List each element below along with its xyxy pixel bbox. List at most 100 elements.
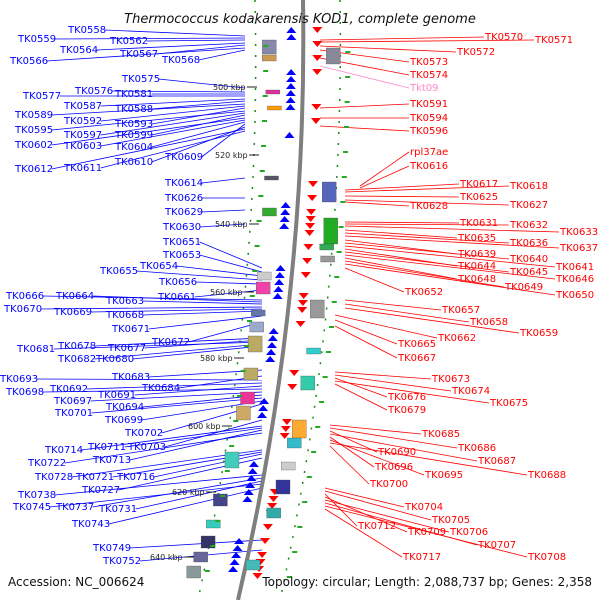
left-gene-label[interactable]: TK0587 xyxy=(63,101,102,112)
left-gene-label[interactable]: TK0603 xyxy=(63,141,102,152)
left-gene-label[interactable]: TK0727 xyxy=(81,485,120,496)
right-gene-label[interactable]: TK0627 xyxy=(509,200,548,211)
left-gene-label[interactable]: TK0577 xyxy=(22,91,61,102)
right-gene-label[interactable]: TK0570 xyxy=(484,32,523,43)
left-gene-label[interactable]: TK0713 xyxy=(92,455,131,466)
right-gene-label[interactable]: TK0688 xyxy=(527,470,566,481)
left-gene-label[interactable]: TK0681 xyxy=(16,344,55,355)
left-gene-label[interactable]: TK0691 xyxy=(97,390,136,401)
left-gene-label[interactable]: TK0663 xyxy=(105,296,144,307)
right-gene-label[interactable]: TK0676 xyxy=(387,392,426,403)
right-gene-label[interactable]: TK0705 xyxy=(431,515,470,526)
right-gene-label[interactable]: TK0707 xyxy=(477,540,516,551)
left-gene-label[interactable]: TK0592 xyxy=(63,116,102,127)
right-gene-label[interactable]: TK0658 xyxy=(469,317,508,328)
left-gene-label[interactable]: TK0722 xyxy=(27,458,66,469)
right-gene-label[interactable]: TK0625 xyxy=(459,192,498,203)
right-gene-label[interactable]: TK0709 xyxy=(407,527,446,538)
right-gene-label[interactable]: TK0675 xyxy=(489,398,528,409)
left-gene-label[interactable]: TK0611 xyxy=(63,163,102,174)
left-gene-label[interactable]: TK0752 xyxy=(102,556,141,567)
right-gene-label[interactable]: TK0708 xyxy=(527,552,566,563)
right-gene-label[interactable]: TK0572 xyxy=(456,47,495,58)
left-gene-label[interactable]: TK0693 xyxy=(0,374,38,385)
left-gene-label[interactable]: TK0731 xyxy=(98,504,137,515)
left-gene-label[interactable]: TK0567 xyxy=(119,49,158,60)
left-gene-label[interactable]: TK0629 xyxy=(164,207,203,218)
right-gene-label[interactable]: TK0628 xyxy=(409,201,448,212)
right-gene-label[interactable]: TK0644 xyxy=(457,261,496,272)
left-gene-label[interactable]: TK0654 xyxy=(139,261,178,272)
left-gene-label[interactable]: TK0559 xyxy=(17,34,56,45)
left-gene-label[interactable]: TK0671 xyxy=(111,324,150,335)
right-gene-label[interactable]: TK0631 xyxy=(459,218,498,229)
left-gene-label[interactable]: TK0656 xyxy=(158,277,197,288)
right-gene-label[interactable]: Tkt09 xyxy=(409,83,439,94)
right-gene-label[interactable]: TK0648 xyxy=(457,274,496,285)
left-gene-label[interactable]: TK0699 xyxy=(104,415,143,426)
right-gene-label[interactable]: TK0696 xyxy=(374,462,413,473)
left-gene-label[interactable]: TK0612 xyxy=(14,164,53,175)
right-gene-label[interactable]: TK0574 xyxy=(409,70,448,81)
right-gene-label[interactable]: TK0690 xyxy=(377,447,416,458)
right-gene-label[interactable]: TK0704 xyxy=(404,502,443,513)
right-gene-label[interactable]: TK0632 xyxy=(509,220,548,231)
left-gene-label[interactable]: TK0581 xyxy=(114,89,153,100)
left-gene-label[interactable]: TK0588 xyxy=(114,104,153,115)
right-gene-label[interactable]: TK0571 xyxy=(534,35,573,46)
left-gene-label[interactable]: TK0716 xyxy=(116,472,155,483)
right-gene-label[interactable]: TK0679 xyxy=(387,405,426,416)
left-gene-label[interactable]: TK0694 xyxy=(105,402,144,413)
right-gene-label[interactable]: TK0650 xyxy=(555,290,594,301)
right-gene-label[interactable]: TK0645 xyxy=(509,267,548,278)
left-gene-label[interactable]: TK0599 xyxy=(114,130,153,141)
right-gene-label[interactable]: rpl37ae xyxy=(410,147,448,158)
left-gene-label[interactable]: TK0651 xyxy=(162,237,201,248)
left-gene-label[interactable]: TK0683 xyxy=(111,372,150,383)
left-gene-label[interactable]: TK0737 xyxy=(55,502,94,513)
left-gene-label[interactable]: TK0602 xyxy=(14,140,53,151)
right-gene-label[interactable]: TK0616 xyxy=(409,161,448,172)
right-gene-label[interactable]: TK0667 xyxy=(397,353,436,364)
right-gene-label[interactable]: TK0633 xyxy=(559,227,598,238)
left-gene-label[interactable]: TK0609 xyxy=(164,152,203,163)
left-gene-label[interactable]: TK0661 xyxy=(157,292,196,303)
left-gene-label[interactable]: TK0684 xyxy=(141,383,180,394)
left-gene-label[interactable]: TK0721 xyxy=(75,472,114,483)
left-gene-label[interactable]: TK0630 xyxy=(162,222,201,233)
left-gene-label[interactable]: TK0692 xyxy=(49,384,88,395)
right-gene-label[interactable]: TK0636 xyxy=(509,238,548,249)
left-gene-label[interactable]: TK0597 xyxy=(63,130,102,141)
right-gene-label[interactable]: TK0646 xyxy=(555,274,594,285)
left-gene-label[interactable]: TK0714 xyxy=(44,445,83,456)
left-gene-label[interactable]: TK0669 xyxy=(53,307,92,318)
right-gene-label[interactable]: TK0652 xyxy=(404,287,443,298)
left-gene-label[interactable]: TK0702 xyxy=(124,428,163,439)
right-gene-label[interactable]: TK0639 xyxy=(457,249,496,260)
right-gene-label[interactable]: TK0635 xyxy=(457,233,496,244)
left-gene-label[interactable]: TK0558 xyxy=(67,25,106,36)
right-gene-label[interactable]: TK0649 xyxy=(504,282,543,293)
right-gene-label[interactable]: TK0594 xyxy=(409,113,448,124)
left-gene-label[interactable]: TK0711 xyxy=(87,442,126,453)
left-gene-label[interactable]: TK0576 xyxy=(74,86,113,97)
left-gene-label[interactable]: TK0670 xyxy=(3,304,42,315)
right-gene-label[interactable]: TK0640 xyxy=(509,254,548,265)
left-gene-label[interactable]: TK0701 xyxy=(54,408,93,419)
left-gene-label[interactable]: TK0595 xyxy=(14,125,53,136)
right-gene-label[interactable]: TK0662 xyxy=(437,333,476,344)
right-gene-label[interactable]: TK0596 xyxy=(409,126,448,137)
left-gene-label[interactable]: TK0568 xyxy=(161,55,200,66)
right-gene-label[interactable]: TK0617 xyxy=(459,179,498,190)
right-gene-label[interactable]: TK0706 xyxy=(449,527,488,538)
left-gene-label[interactable]: TK0664 xyxy=(55,291,94,302)
right-gene-label[interactable]: TK0717 xyxy=(402,552,441,563)
left-gene-label[interactable]: TK0562 xyxy=(109,36,148,47)
left-gene-label[interactable]: TK0680 xyxy=(95,354,134,365)
right-gene-label[interactable]: TK0687 xyxy=(477,456,516,467)
right-gene-label[interactable]: TK0695 xyxy=(424,470,463,481)
left-gene-label[interactable]: TK0566 xyxy=(9,56,48,67)
right-gene-label[interactable]: TK0591 xyxy=(409,99,448,110)
left-gene-label[interactable]: TK0610 xyxy=(114,157,153,168)
left-gene-label[interactable]: TK0614 xyxy=(164,178,203,189)
